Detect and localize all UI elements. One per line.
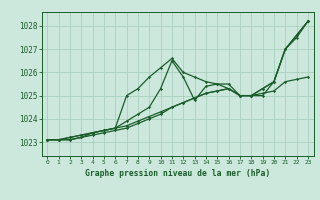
X-axis label: Graphe pression niveau de la mer (hPa): Graphe pression niveau de la mer (hPa) xyxy=(85,169,270,178)
